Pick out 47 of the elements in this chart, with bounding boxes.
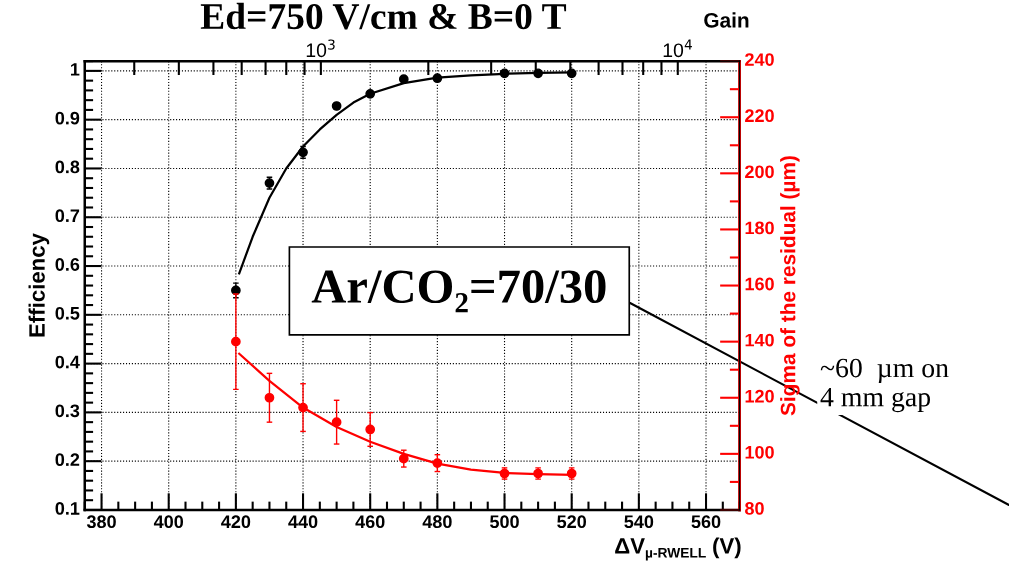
point [365,88,376,99]
y2-tick-label: 140 [745,333,774,347]
point [298,402,308,413]
y-tick-label: 0.4 [55,355,80,369]
x-tick-label: 500 [490,515,519,529]
y2-tick-label: 80 [745,502,764,515]
y2-tick-label: 100 [745,445,774,459]
y-tick-label: 0.9 [55,111,80,125]
y-tick-label: 0.1 [55,502,80,515]
y-tick-label: 1 [70,63,80,76]
x-tick-label: 460 [355,515,385,529]
point [432,73,443,84]
text: ~60 µm on 4 mm gap [820,358,949,413]
point [499,68,510,79]
y-tick-label: 0.5 [55,306,80,320]
x-tick-label: 540 [624,515,654,529]
y2-tick-label: 200 [745,165,774,179]
y2-tick-label: 240 [745,53,774,66]
x2-tick-label: 10$^{3}$ [306,39,335,58]
point [398,453,409,464]
annotation: Ar/CO₂=70/30 [311,270,606,313]
point [264,392,275,403]
y-tick-label: 0.3 [55,404,80,418]
x-tick-label: 420 [221,515,251,529]
point [432,458,443,468]
x-tick-label: 400 [153,515,184,529]
y-tick-label: 0.8 [55,160,80,174]
y-tick-label: 0.7 [55,209,80,223]
x-tick-label: 520 [557,515,587,529]
x-tick-label: 380 [86,515,116,529]
chart-title: Ed=750 V/cm & B=0 T [200,2,567,30]
y2-axis-title: Sigma of the residual (µm) [780,156,800,416]
point [231,336,241,347]
y2-tick-label: 160 [745,277,774,291]
x-tick-label: 560 [691,515,721,529]
y2-tick-label: 220 [745,109,774,123]
point [365,424,376,435]
x-tick-label: 480 [422,515,452,529]
y-tick-label: 0.6 [55,258,80,271]
x-tick-label: 440 [288,515,318,529]
x2-tick-label: 10$^{4}$ [663,39,692,58]
point [331,417,342,428]
y2-tick-label: 120 [745,389,774,403]
y-tick-label: 0.2 [55,453,80,467]
y-axis-title: Efficiency [28,233,50,337]
x2-axis-title: Gain [704,12,749,28]
y2-tick-label: 180 [745,221,774,235]
